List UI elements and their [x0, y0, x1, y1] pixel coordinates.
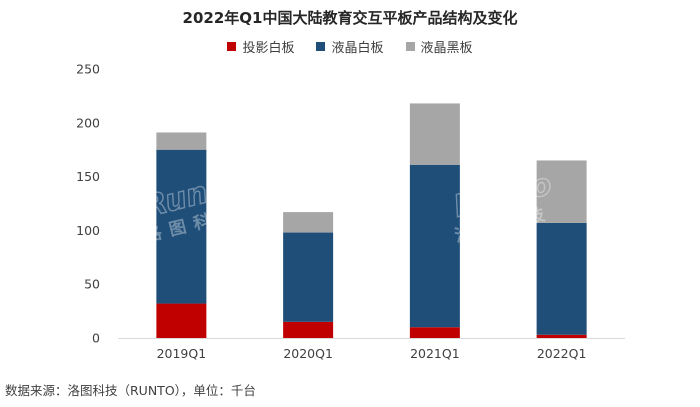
bar-2020Q1-series-1 — [283, 232, 334, 322]
legend-label-series-0: 投影白板 — [242, 41, 295, 56]
bar-2019Q1-series-2 — [156, 132, 207, 150]
bars — [156, 103, 587, 338]
legend-item-series-0: 投影白板 — [227, 37, 294, 56]
legend-item-series-1: 液晶白板 — [316, 37, 384, 56]
legend: 投影白板 液晶白板 液晶黑板 — [0, 37, 700, 56]
legend-label-series-1: 液晶白板 — [331, 41, 384, 56]
bar-2022Q1-series-1 — [536, 222, 587, 335]
chart-title: 2022年Q1中国大陆教育交互平板产品结构及变化 — [182, 9, 518, 27]
legend-swatch-series-0 — [227, 42, 237, 51]
bar-2019Q1-series-1 — [156, 149, 207, 304]
bar-2020Q1-series-0 — [283, 321, 334, 338]
bar-2021Q1-series-1 — [409, 164, 460, 328]
source-note: 数据来源：洛图科技（RUNTO），单位：千台 — [5, 383, 256, 398]
legend-label-series-2: 液晶黑板 — [420, 41, 473, 56]
bar-2021Q1-series-0 — [409, 327, 460, 338]
legend-item-series-2: 液晶黑板 — [405, 37, 473, 56]
x-tick-label-3: 2022Q1 — [537, 346, 587, 361]
y-tick-label-0: 0 — [92, 331, 100, 346]
x-tick-label-1: 2020Q1 — [283, 346, 333, 361]
bar-2022Q1-series-0 — [536, 334, 587, 338]
x-tick-label-2: 2021Q1 — [410, 346, 460, 361]
bar-2022Q1-series-2 — [536, 160, 587, 223]
legend-swatch-series-1 — [316, 42, 326, 51]
x-tick-label-0: 2019Q1 — [157, 346, 207, 361]
y-tick-label-1: 50 — [84, 277, 100, 292]
x-axis: 2019Q1 2020Q1 2021Q1 2022Q1 — [118, 338, 625, 361]
y-tick-label-4: 200 — [76, 115, 100, 130]
legend-swatch-series-2 — [405, 42, 415, 51]
bar-2020Q1-series-2 — [283, 212, 334, 233]
y-tick-label-2: 100 — [76, 223, 100, 238]
y-tick-label-5: 250 — [76, 62, 100, 77]
y-tick-label-3: 150 — [76, 169, 100, 184]
bar-2019Q1-series-0 — [156, 303, 207, 338]
y-axis: 0 50 100 150 200 250 — [76, 62, 100, 346]
bar-2021Q1-series-2 — [409, 103, 460, 165]
